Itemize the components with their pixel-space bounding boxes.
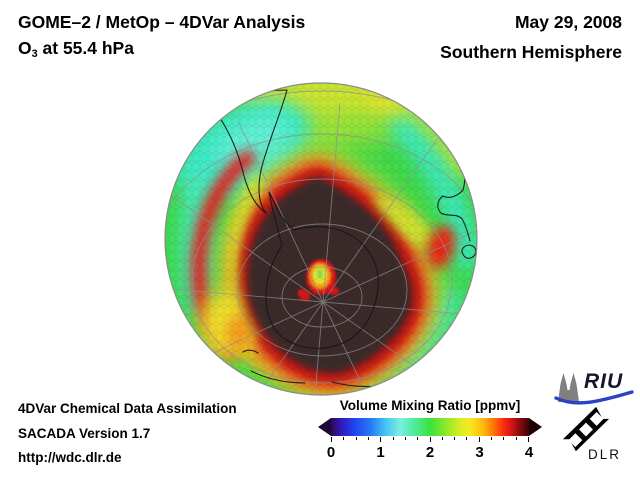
- species-symbol: O: [18, 38, 32, 58]
- version-label: SACADA Version 1.7: [18, 426, 151, 441]
- colorbar-tick-label-3: 3: [475, 444, 484, 461]
- figure-title: GOME–2 / MetOp – 4DVar Analysis: [18, 12, 306, 32]
- dlr-logo-text: DLR: [588, 447, 622, 462]
- dlr-logo: DLR: [558, 406, 638, 468]
- figure-subtitle: O3 at 55.4 hPa: [18, 38, 134, 60]
- riu-logo-text: RIU: [584, 370, 624, 393]
- south-america-coastline: [211, 89, 288, 214]
- pressure-level-label: at 55.4 hPa: [37, 38, 134, 58]
- species-subscript: 3: [31, 48, 38, 61]
- website-url: http://wdc.dlr.de: [18, 450, 122, 465]
- small-islands: [242, 349, 259, 354]
- hex-cell-texture: [165, 83, 477, 395]
- dlr-diamond-2: [579, 422, 593, 437]
- colorbar-tick-label-0: 0: [326, 444, 336, 461]
- colorbar-title: Volume Mixing Ratio [ppmv]: [339, 398, 521, 413]
- ozone-field: [165, 83, 477, 395]
- colorbar-tick-label-2: 2: [425, 444, 435, 461]
- colorbar-tick-label-4: 4: [524, 444, 534, 461]
- colorbar-ticks: [331, 437, 529, 443]
- cathedral-icon: [558, 373, 579, 402]
- colorbar-tick-label-1: 1: [376, 444, 385, 461]
- riu-logo-graphic: [554, 373, 634, 405]
- colorbar-left-arrow: [318, 418, 331, 436]
- hemisphere-label: Southern Hemisphere: [440, 42, 622, 62]
- dlr-diamond-3: [568, 433, 583, 448]
- riu-swoosh: [554, 390, 634, 405]
- colorbar: Volume Mixing Ratio [ppmv] 0 1 2 3 4: [318, 398, 542, 462]
- assimilation-label: 4DVar Chemical Data Assimilation: [18, 401, 237, 416]
- dlr-logo-graphic: [562, 406, 610, 452]
- bottom-coast-arc-1: [250, 370, 306, 384]
- globe-rim: [164, 82, 478, 396]
- antarctica-coastline: [265, 191, 379, 349]
- date-label: May 29, 2008: [514, 12, 622, 32]
- colorbar-right-arrow: [529, 418, 542, 436]
- dlr-diamond-1: [589, 412, 604, 426]
- tasmania-coastline: [461, 244, 477, 259]
- riu-logo: RIU: [552, 369, 636, 407]
- colorbar-gradient: [331, 418, 529, 436]
